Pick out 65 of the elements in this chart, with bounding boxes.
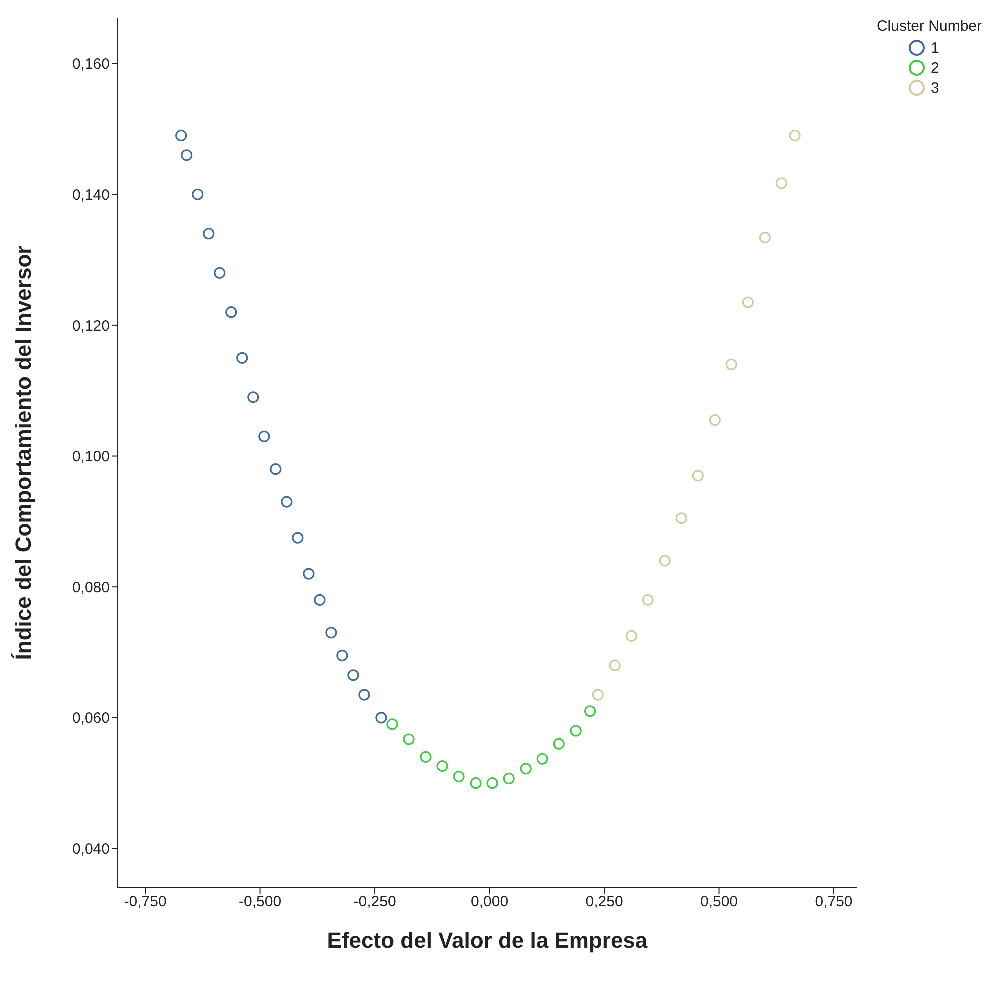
point	[503, 772, 515, 785]
x-tick-label: -0,750	[124, 894, 167, 911]
point	[214, 267, 226, 279]
point	[181, 150, 193, 162]
point	[570, 725, 582, 737]
legend-label: 1	[930, 40, 940, 56]
y-tick-label: 0,140	[72, 186, 110, 204]
point	[403, 734, 415, 746]
x-tick-label: -0,500	[239, 894, 282, 911]
point	[236, 352, 248, 364]
point	[281, 496, 293, 508]
point	[326, 627, 338, 639]
y-axis-title: Índice del Comportamiento del Inversor	[10, 245, 36, 660]
point	[742, 296, 754, 308]
point	[709, 414, 721, 426]
legend-label: 3	[930, 80, 940, 96]
point	[789, 130, 801, 142]
legend-label: 2	[930, 60, 940, 76]
y-tick-label: 0,080	[72, 579, 110, 596]
point	[626, 630, 638, 642]
point	[436, 760, 448, 772]
point	[609, 660, 621, 672]
point	[314, 594, 326, 606]
x-tick-label: -0,250	[354, 894, 396, 911]
x-tick-label: 0,000	[471, 894, 509, 911]
x-tick-label: 0,750	[815, 894, 853, 911]
point	[358, 689, 370, 701]
y-tick-label: 0,160	[72, 56, 110, 74]
x-axis-title: Efecto del Valor de la Empresa	[327, 928, 648, 953]
point	[520, 763, 532, 775]
point	[453, 770, 465, 783]
point	[553, 738, 565, 750]
point	[470, 778, 482, 790]
point	[486, 778, 498, 790]
point	[659, 555, 671, 567]
point	[270, 464, 282, 476]
point	[642, 594, 654, 606]
point	[776, 178, 788, 190]
point	[303, 568, 315, 580]
point	[676, 512, 688, 524]
point	[536, 753, 548, 765]
y-tick-label: 0,100	[72, 448, 110, 466]
point	[592, 689, 604, 701]
point	[376, 712, 388, 724]
point	[226, 306, 238, 318]
point	[386, 718, 398, 730]
point	[203, 228, 215, 240]
x-tick-label: 0,250	[586, 894, 624, 911]
x-tick-label: 0,500	[700, 894, 738, 911]
point	[759, 232, 771, 244]
point	[336, 650, 348, 662]
point	[258, 430, 270, 442]
point	[420, 751, 432, 763]
y-tick-label: 0,060	[72, 710, 110, 728]
point	[692, 470, 704, 482]
legend-title: Cluster Number	[876, 18, 982, 35]
point	[726, 358, 738, 370]
y-tick-label: 0,040	[72, 841, 110, 858]
point	[176, 130, 188, 142]
point	[192, 188, 204, 200]
point	[248, 392, 260, 404]
point	[348, 670, 360, 682]
point	[292, 532, 304, 544]
point	[584, 706, 596, 718]
y-tick-label: 0,120	[72, 318, 110, 335]
